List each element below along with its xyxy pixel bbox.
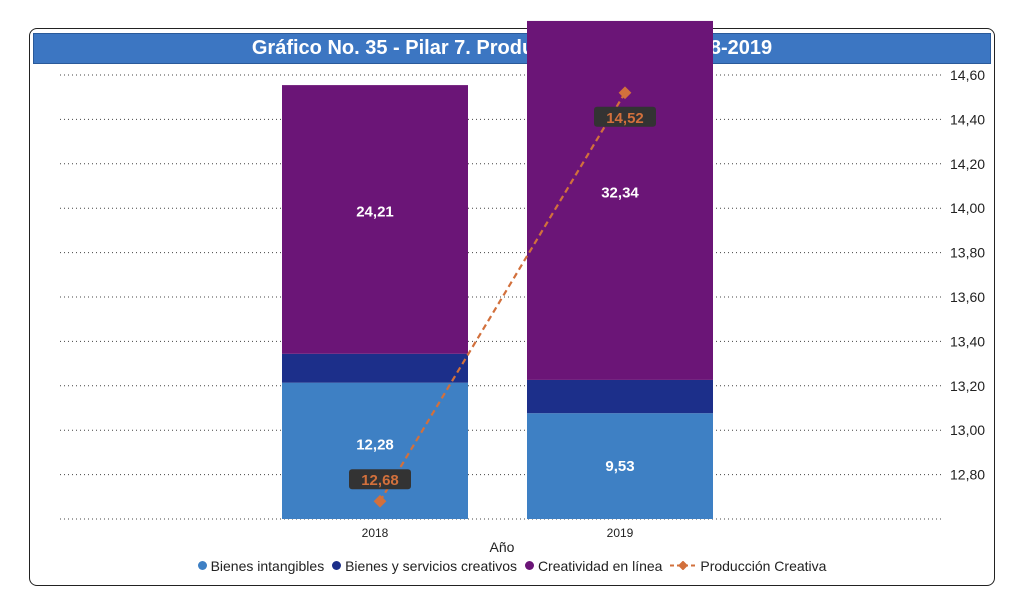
legend-label-creatividad: Creatividad en línea <box>537 557 663 574</box>
legend-label-bienes-intangibles: Bienes intangibles <box>210 557 325 574</box>
legend-swatch-bienes-servicios <box>332 561 342 570</box>
y-axis-tick-label: 12,80 <box>950 467 985 483</box>
bar-segment <box>527 379 713 414</box>
legend-item-bienes-servicios[interactable]: Bienes y servicios creativos <box>332 558 517 574</box>
y-axis-tick-label: 14,40 <box>950 111 985 127</box>
y-axis-tick-label: 13,60 <box>950 289 985 305</box>
x-axis-tick-label: 2018 <box>362 526 389 540</box>
chart-frame <box>29 28 995 586</box>
bar-segment <box>527 413 713 519</box>
y-axis-tick-label: 13,80 <box>950 245 985 261</box>
bar-segment <box>282 353 468 383</box>
x-axis-title: Año <box>490 539 515 555</box>
bar-data-label: 12,28 <box>356 437 394 454</box>
bar-data-label: 32,34 <box>601 184 639 201</box>
y-axis-tick-label: 13,40 <box>950 333 985 349</box>
chart-legend: Bienes intangibles Bienes y servicios cr… <box>0 557 1024 574</box>
bar-data-label: 9,53 <box>605 458 634 475</box>
bar-segment <box>527 20 713 380</box>
legend-swatch-produccion-creativa <box>670 561 697 570</box>
legend-item-bienes-intangibles[interactable]: Bienes intangibles <box>197 557 325 574</box>
legend-item-creatividad[interactable]: Creatividad en línea <box>524 557 663 574</box>
y-axis-tick-label: 14,60 <box>950 67 985 83</box>
y-axis-tick-label: 14,00 <box>950 200 985 216</box>
legend-label-produccion-creativa: Producción Creativa <box>700 557 827 574</box>
legend-item-produccion-creativa[interactable]: Producción Creativa <box>670 558 826 574</box>
y-axis-tick-label: 13,00 <box>950 422 985 438</box>
line-label-background <box>594 106 656 127</box>
y-axis-tick-label: 13,20 <box>950 378 985 394</box>
y-axis-tick-label: 14,20 <box>950 156 985 172</box>
x-axis-tick-label: 2019 <box>607 526 634 540</box>
legend-swatch-bienes-intangibles <box>197 561 207 570</box>
bar-data-label: 24,21 <box>356 203 394 220</box>
legend-label-bienes-servicios: Bienes y servicios creativos <box>345 557 518 574</box>
legend-swatch-creatividad <box>524 561 534 570</box>
bar-segment <box>282 85 468 354</box>
line-data-label: 12,68 <box>361 472 399 489</box>
line-data-label: 14,52 <box>606 110 644 127</box>
line-marker <box>373 494 387 508</box>
line-label-background <box>349 469 411 490</box>
